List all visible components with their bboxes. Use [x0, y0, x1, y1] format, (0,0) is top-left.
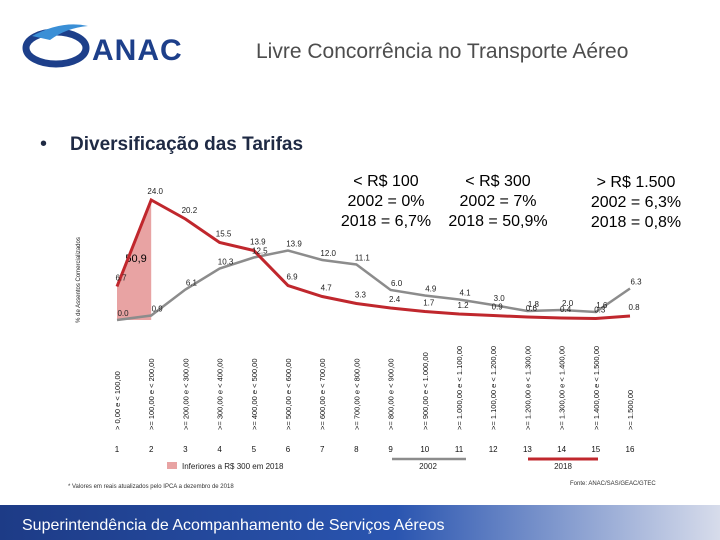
data-label-2018: 0.9 — [492, 303, 504, 312]
data-label-2002: 6.0 — [391, 279, 403, 288]
series-line-2002 — [116, 249, 631, 322]
data-label-2018: 0.3 — [594, 306, 606, 315]
logo-text: ANAC — [92, 34, 183, 67]
annotation-low: < R$ 100 2002 = 0% 2018 = 6,7% — [336, 172, 436, 232]
category-label: 10 — [420, 445, 429, 454]
footer-text: Superintendência de Acompanhamento de Se… — [22, 517, 445, 534]
annotation-low-line1: < R$ 100 — [353, 173, 419, 190]
data-label-2018: 6.7 — [115, 274, 127, 283]
category-label: 4 — [217, 445, 222, 454]
legend-label-area: Inferiores a R$ 300 em 2018 — [182, 462, 284, 471]
tariff-chart: 50,90.0 0.96.110.312.513.912.0 11.16.04.9 4… — [76, 187, 642, 471]
data-label-2002: 1.6 — [596, 301, 608, 310]
bullet-icon: • — [40, 133, 48, 155]
data-label-2018: 13.9 — [250, 238, 266, 247]
section-heading: Diversificação das Tarifas — [70, 134, 304, 155]
range-label: >= 1.300,00 e < 1.400,00 — [558, 346, 567, 430]
data-label-2018: 1.2 — [457, 301, 469, 310]
category-label: 8 — [354, 445, 359, 454]
data-label-2018: 0.4 — [560, 305, 572, 314]
category-label: 12 — [489, 445, 498, 454]
footer-bar — [0, 505, 720, 540]
annotation-mid: < R$ 300 2002 = 7% 2018 = 50,9% — [440, 172, 556, 232]
range-label: >= 700,00 e < 800,00 — [352, 358, 361, 430]
category-label: 2 — [149, 445, 154, 454]
data-label-2018: 0.6 — [526, 304, 538, 313]
category-label: 3 — [183, 445, 188, 454]
category-label: 9 — [388, 445, 393, 454]
data-label-2002: 12.5 — [252, 247, 268, 256]
data-label-2018: 3.3 — [355, 291, 367, 300]
legend-label-2018: 2018 — [554, 462, 572, 471]
range-label: >= 600,00 e < 700,00 — [318, 358, 327, 430]
range-label: >= 900,00 e < 1.000,00 — [421, 352, 430, 430]
range-label: >= 1.200,00 e < 1.300,00 — [523, 346, 532, 430]
data-label-2018: 6.9 — [286, 273, 298, 282]
y-axis-label: % de Assentos Comercializados — [76, 237, 82, 323]
data-label-2002: 0.0 — [117, 309, 129, 318]
annotation-low-line3: 2018 = 6,7% — [340, 213, 432, 230]
range-label: >= 1.400,00 e < 1.500,00 — [592, 346, 601, 430]
legend-swatch-area — [167, 462, 177, 469]
annotation-mid-line3: 2018 = 50,9% — [448, 213, 548, 230]
data-label-2018: 0.8 — [628, 303, 640, 312]
data-label-2002: 6.3 — [630, 278, 642, 287]
data-label-2002: 4.1 — [459, 289, 471, 298]
data-label-2002: 6.1 — [186, 279, 198, 288]
range-label: >= 400,00 e < 500,00 — [250, 358, 259, 430]
data-label-2002: 10.3 — [218, 258, 234, 267]
category-label: 11 — [455, 445, 464, 454]
shaded-area — [117, 200, 152, 320]
annotation-mid-line1: < R$ 300 — [465, 173, 531, 190]
range-label: >= 300,00 e < 400,00 — [216, 358, 225, 430]
range-label: >= 1.000,00 e < 1.100,00 — [455, 346, 464, 430]
data-label-2002: 13.9 — [286, 240, 302, 249]
category-label: 14 — [557, 445, 566, 454]
range-label: > 0,00 e < 100,00 — [113, 371, 122, 430]
annotation-high-line2: 2002 = 6,3% — [590, 194, 682, 211]
category-label: 6 — [286, 445, 291, 454]
data-label-2018: 15.5 — [216, 230, 232, 239]
category-label: 13 — [523, 445, 532, 454]
anac-logo — [22, 24, 90, 68]
annotation-high-line1: > R$ 1.500 — [596, 174, 676, 191]
data-label-2002: 3.0 — [494, 294, 506, 303]
annotation-high: > R$ 1.500 2002 = 6,3% 2018 = 0,8% — [580, 173, 692, 233]
category-label: 15 — [591, 445, 600, 454]
range-label: >= 1.500,00 — [626, 390, 635, 430]
annotation-low-line2: 2002 = 0% — [347, 193, 425, 210]
data-label-2018: 20.2 — [182, 206, 198, 215]
annotation-mid-line2: 2002 = 7% — [459, 193, 537, 210]
annotation-high-line3: 2018 = 0,8% — [590, 214, 682, 231]
series-line-2018 — [115, 197, 631, 321]
category-label: 7 — [320, 445, 325, 454]
data-label-2002: 4.9 — [425, 285, 437, 294]
shaded-area-label: 50,9 — [125, 253, 146, 265]
range-label: >= 500,00 e < 600,00 — [284, 358, 293, 430]
range-label: >= 1.100,00 e < 1.200,00 — [489, 346, 498, 430]
range-label: >= 800,00 e < 900,00 — [387, 358, 396, 430]
data-label-2002: 11.1 — [355, 254, 371, 263]
category-label: 16 — [626, 445, 635, 454]
footnote: * Valores em reais atualizados pelo IPCA… — [68, 484, 234, 490]
data-label-2018: 1.7 — [423, 299, 435, 308]
category-label: 5 — [252, 445, 257, 454]
page-title: Livre Concorrência no Transporte Aéreo — [256, 40, 629, 63]
range-label: >= 200,00 e < 300,00 — [181, 358, 190, 430]
data-label-2018: 2.4 — [389, 295, 401, 304]
data-label-2002: 2.0 — [562, 299, 574, 308]
legend-label-2002: 2002 — [419, 462, 437, 471]
source-note: Fonte: ANAC/SAS/GEAC/GTEC — [570, 481, 656, 487]
data-label-2018: 24.0 — [147, 187, 163, 196]
data-label-2018: 4.7 — [321, 284, 333, 293]
range-label: >= 100,00 e < 200,00 — [147, 358, 156, 430]
category-label: 1 — [115, 445, 120, 454]
data-label-2002: 0.9 — [152, 305, 164, 314]
data-label-2002: 1.8 — [528, 300, 540, 309]
data-label-2002: 12.0 — [320, 249, 336, 258]
